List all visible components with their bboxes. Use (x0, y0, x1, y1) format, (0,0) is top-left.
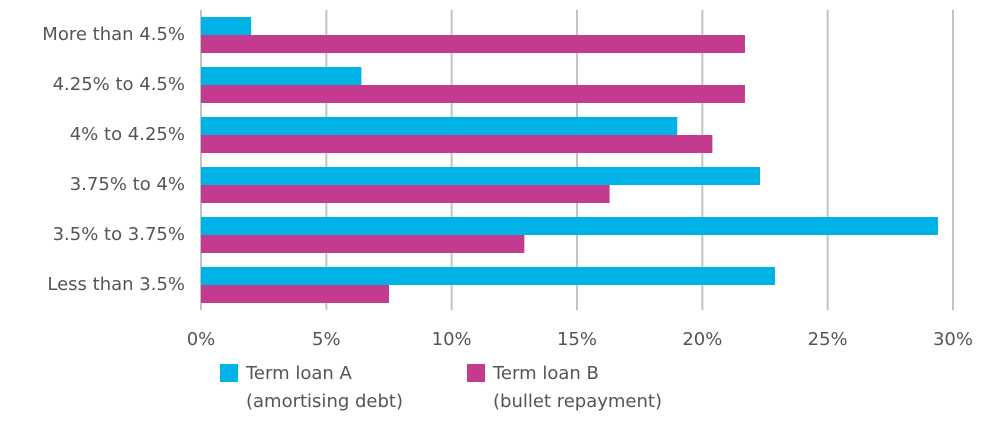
bar (201, 135, 713, 153)
bar (201, 85, 745, 103)
legend-label: Term loan B (bullet repayment) (493, 363, 662, 412)
x-tick-label: 0% (187, 329, 216, 350)
x-tick-label: 30% (933, 329, 973, 350)
legend-swatch (220, 364, 238, 382)
bar (201, 67, 362, 85)
y-tick-label: 4% to 4.25% (70, 124, 185, 145)
y-tick-label: More than 4.5% (42, 24, 185, 45)
bar (201, 285, 389, 303)
x-tick-label: 25% (808, 329, 848, 350)
bar (201, 217, 938, 235)
x-tick-label: 5% (312, 329, 341, 350)
legend-item: Term loan B (bullet repayment) (467, 360, 662, 416)
bar (201, 167, 760, 185)
bar (201, 185, 610, 203)
legend-swatch (467, 364, 485, 382)
bar (201, 35, 745, 53)
chart: 0% 5% 10% 15% 20% 25% 30% More than 4.5% 4.25% t… (42, 10, 973, 350)
bar (201, 17, 252, 35)
bar (201, 267, 776, 285)
y-tick-label: 3.75% to 4% (70, 174, 185, 195)
x-tick-label: 20% (682, 329, 722, 350)
y-tick-label: 4.25% to 4.5% (53, 74, 185, 95)
bar (201, 235, 525, 253)
y-tick-label: 3.5% to 3.75% (53, 224, 185, 245)
legend-label: Term loan A (amortising debt) (246, 363, 403, 412)
bar (201, 117, 678, 135)
legend-item: Term loan A (amortising debt) (220, 360, 403, 416)
y-tick-label: Less than 3.5% (47, 274, 185, 295)
x-tick-label: 10% (432, 329, 472, 350)
x-tick-label: 15% (557, 329, 597, 350)
